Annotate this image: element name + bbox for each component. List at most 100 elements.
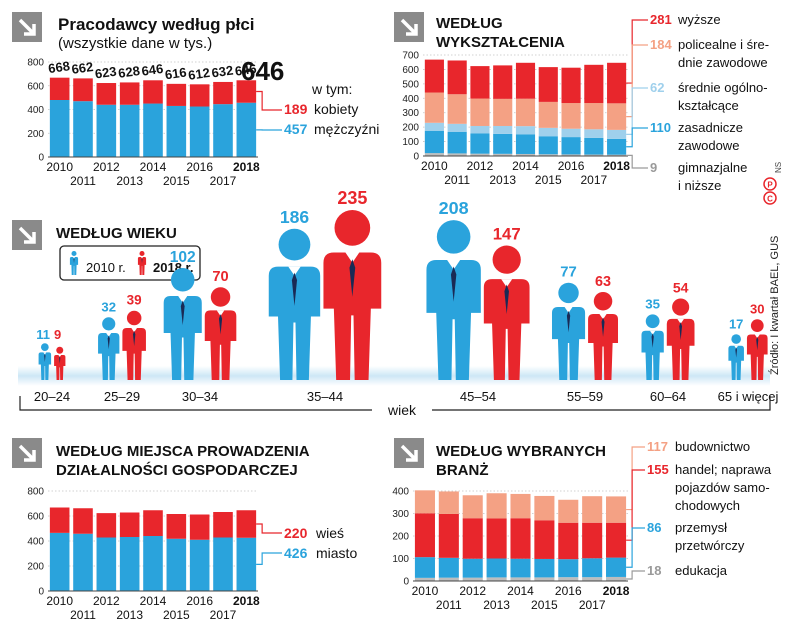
person-icon-2018 (204, 287, 237, 380)
bar-segment (49, 100, 70, 157)
bar-segment (561, 154, 581, 156)
y-tick-label: 400 (27, 537, 44, 548)
bar-segment (538, 136, 558, 155)
y-tick-label: 0 (403, 577, 409, 588)
bar-segment (438, 577, 459, 581)
bar-segment (470, 133, 490, 154)
bar-segment (584, 64, 604, 104)
person-icon-2010 (641, 314, 664, 380)
bar-segment (424, 59, 444, 93)
age-group-label: 65 i więcej (718, 389, 779, 404)
bar-segment (534, 495, 555, 521)
source-note: Źródło: I kwartał BAEL, GUS (768, 236, 781, 375)
person-icon-2010 (426, 220, 481, 380)
bar-segment (486, 558, 507, 578)
age-value-2010: 77 (560, 265, 577, 281)
bar-segment (534, 520, 555, 559)
bar-segment (236, 102, 257, 157)
bar-segment (236, 510, 257, 538)
x-tick-label: 2013 (116, 174, 143, 188)
age-group-label: 30–34 (182, 389, 218, 404)
x-tick-label: 2018 (233, 160, 260, 174)
y-tick-label: 100 (402, 137, 419, 148)
age-group-label: 35–44 (307, 389, 343, 404)
legend-label: policealne i śre- (678, 37, 769, 52)
bar-segment (470, 125, 490, 134)
legend-value-men: 457 (284, 121, 308, 137)
bar-segment (462, 518, 483, 559)
bar-segment (534, 558, 555, 578)
age-value-2018: 30 (750, 301, 764, 316)
bar-segment (96, 513, 117, 538)
bar-segment (424, 92, 444, 123)
age-axis-bracket (19, 396, 771, 417)
bar-segment (49, 532, 70, 591)
bar-segment (447, 153, 467, 156)
age-value-2018: 147 (493, 225, 521, 244)
total-label: 616 (164, 64, 188, 82)
bar-segment (213, 512, 233, 538)
bar-segment (510, 577, 531, 581)
gender-subtitle: (wszystkie dane w tys.) (58, 35, 212, 52)
bar-segment (414, 577, 435, 581)
x-tick-label: 2018 (603, 584, 630, 598)
age-group-label: 55–59 (567, 389, 603, 404)
x-tick-label: 2018 (603, 159, 630, 173)
bar-segment (166, 83, 187, 106)
bar-segment (438, 557, 459, 578)
x-tick-label: 2010 (46, 594, 73, 608)
x-tick-label: 2011 (444, 173, 470, 187)
legend-label-urban: miasto (316, 545, 357, 561)
legend-connector (626, 127, 648, 148)
credit: NS (774, 162, 783, 173)
legend-label: przemysł (675, 520, 727, 535)
bar-segment (438, 513, 459, 558)
bar-segment (510, 558, 531, 578)
legend-connector (256, 552, 282, 565)
bar-segment (424, 122, 444, 131)
bar-segment (119, 512, 140, 537)
bar-segment (438, 491, 459, 514)
gender-of-which: w tym: (311, 81, 352, 97)
legend-connector (626, 469, 645, 541)
location-chart: 0 200 400 600 800 2010 2012 2014 2016 2018 2011 201… (27, 487, 260, 623)
legend-value: 117 (647, 439, 668, 454)
bar-segment (166, 105, 187, 157)
bar-segment (166, 538, 187, 591)
bar-segment (584, 137, 604, 155)
age-title: Według wieku (56, 225, 177, 242)
bar-segment (538, 67, 558, 102)
age-value-2018: 70 (212, 269, 228, 285)
bar-segment (561, 137, 581, 155)
bar-segment (143, 510, 163, 536)
y-tick-label: 300 (392, 509, 409, 520)
y-tick-label: 800 (27, 487, 44, 498)
bar-segment (558, 522, 579, 560)
bar-segment (73, 533, 93, 591)
arrow-down-right-icon (394, 438, 424, 468)
legend-connector (626, 570, 645, 580)
bar-segment (607, 154, 627, 156)
bar-segment (606, 576, 627, 581)
person-icon-2018 (746, 319, 768, 380)
x-tick-label: 2016 (555, 584, 582, 598)
legend-label: kształcące (678, 98, 739, 113)
x-tick-label: 2011 (436, 598, 462, 612)
bar-segment (534, 577, 555, 581)
bar-segment (607, 138, 627, 155)
bar-segment (493, 65, 513, 99)
legend-connector (626, 87, 648, 135)
x-tick-label: 2017 (210, 608, 237, 622)
bar-segment (538, 101, 558, 128)
copyright-p-icon: P (763, 177, 777, 191)
age-value-2018: 63 (595, 274, 611, 290)
bar-segment (213, 537, 233, 591)
bar-segment (607, 62, 627, 104)
legend-value: 281 (650, 12, 672, 27)
x-tick-label: 2015 (163, 174, 190, 188)
bar-segment (470, 153, 490, 156)
bar-segment (607, 129, 627, 139)
bar-segment (515, 134, 536, 154)
age-baseline-band (18, 366, 770, 386)
